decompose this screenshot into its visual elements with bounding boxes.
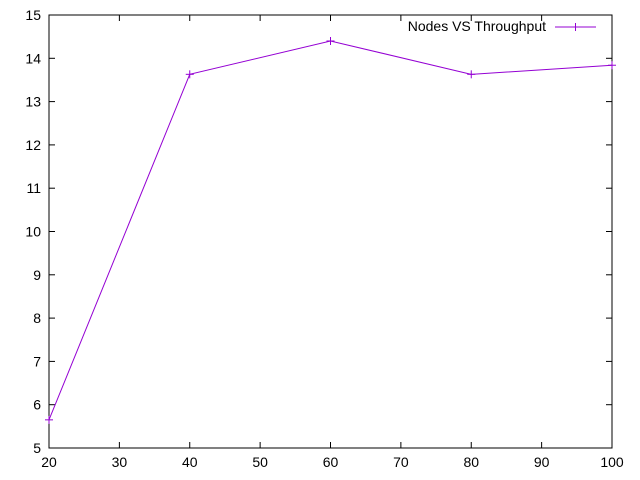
- data-point: [326, 36, 335, 45]
- x-tick-label: 60: [323, 454, 339, 470]
- y-tick-label: 8: [33, 310, 41, 326]
- y-tick-label: 9: [33, 267, 41, 283]
- legend: Nodes VS Throughput: [408, 18, 596, 34]
- x-tick-label: 40: [182, 454, 198, 470]
- data-point: [608, 61, 616, 70]
- x-tick-label: 30: [112, 454, 128, 470]
- x-tick-label: 20: [41, 454, 57, 470]
- y-tick-label: 7: [33, 353, 41, 369]
- plot-frame: [48, 14, 613, 449]
- y-tick-label: 5: [33, 440, 41, 456]
- x-tick-label: 80: [463, 454, 479, 470]
- data-point: [467, 70, 476, 79]
- x-tick-label: 70: [393, 454, 409, 470]
- x-tick-label: 100: [600, 454, 624, 470]
- series-line: [48, 40, 613, 421]
- y-tick-label: 10: [25, 224, 41, 240]
- y-tick-label: 11: [26, 180, 41, 196]
- x-tick-label: 50: [252, 454, 268, 470]
- y-tick-label: 13: [25, 94, 41, 110]
- y-tick-label: 6: [33, 397, 41, 413]
- y-axis: 5 6 7 8 9 10 11 12 13 14 15: [25, 7, 612, 456]
- x-axis: 20 30 40 50 60 70 80 90 100: [41, 15, 624, 470]
- y-tick-label: 14: [25, 50, 41, 66]
- series-layer: [45, 36, 616, 424]
- y-tick-label: 12: [25, 137, 41, 153]
- data-point: [185, 70, 194, 79]
- legend-label: Nodes VS Throughput: [408, 18, 546, 34]
- data-point: [45, 415, 53, 424]
- legend-marker: [571, 23, 580, 31]
- x-tick-label: 90: [534, 454, 550, 470]
- y-tick-label: 15: [25, 7, 41, 23]
